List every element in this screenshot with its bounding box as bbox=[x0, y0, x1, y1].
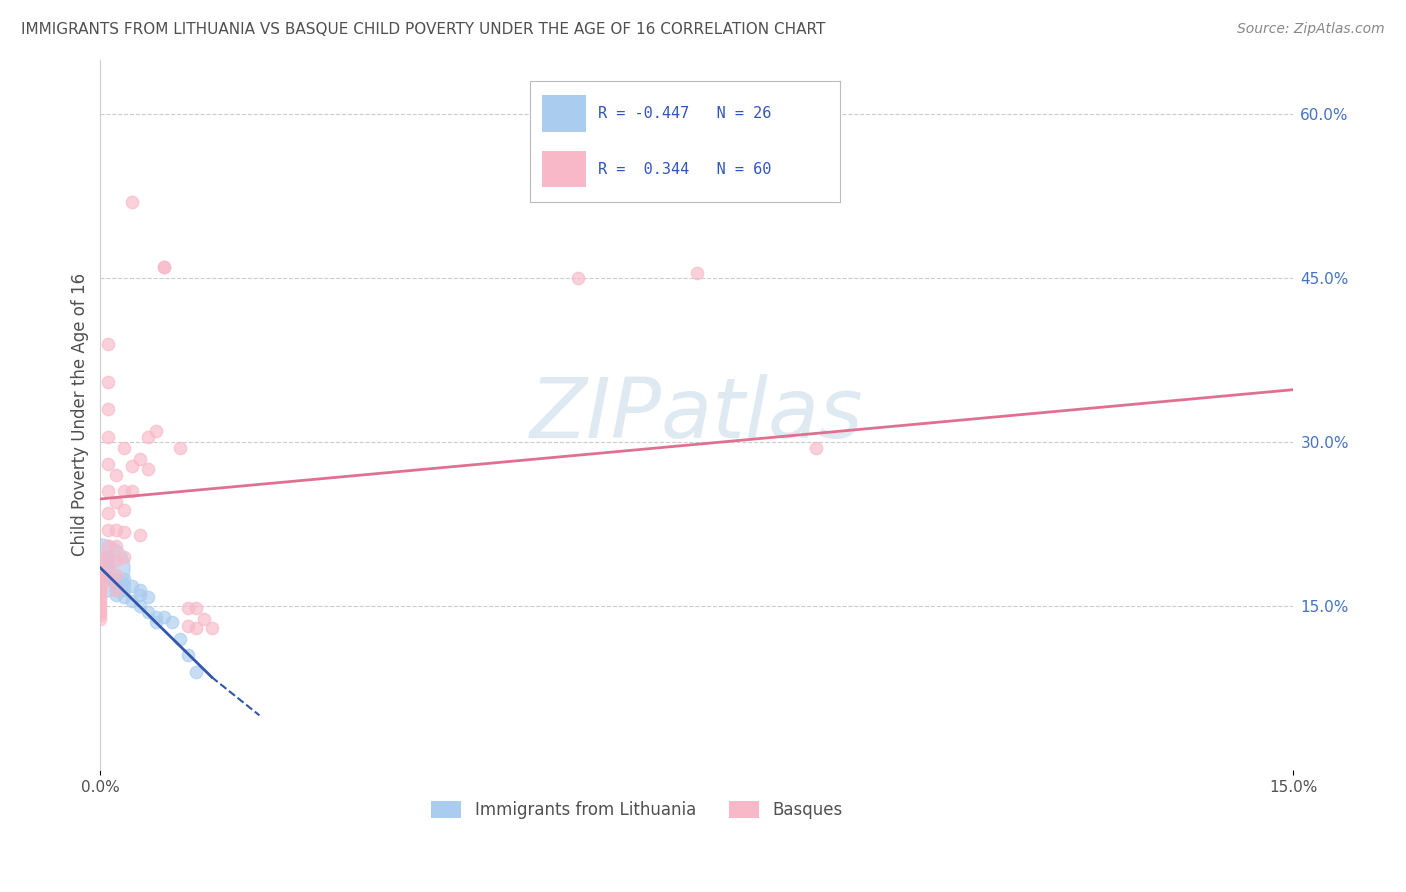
Point bbox=[89, 561, 111, 575]
Point bbox=[177, 601, 200, 615]
Point bbox=[184, 601, 207, 615]
Point bbox=[97, 572, 120, 586]
Point bbox=[145, 424, 167, 438]
Point bbox=[105, 588, 128, 602]
Point bbox=[105, 582, 128, 597]
Point bbox=[567, 271, 589, 285]
Point bbox=[112, 484, 135, 499]
Point bbox=[89, 597, 111, 611]
Point bbox=[112, 524, 135, 539]
Point bbox=[112, 441, 135, 455]
Point bbox=[97, 430, 120, 444]
Point bbox=[804, 441, 827, 455]
Point bbox=[105, 572, 128, 586]
Point bbox=[201, 621, 224, 635]
Point bbox=[97, 484, 120, 499]
Point bbox=[121, 484, 143, 499]
Point bbox=[136, 605, 159, 619]
Point bbox=[97, 572, 120, 586]
Text: Source: ZipAtlas.com: Source: ZipAtlas.com bbox=[1237, 22, 1385, 37]
Point bbox=[169, 441, 191, 455]
Point bbox=[89, 579, 111, 593]
Point bbox=[97, 402, 120, 417]
Point bbox=[121, 579, 143, 593]
Point bbox=[129, 528, 152, 542]
Point bbox=[112, 503, 135, 517]
Point bbox=[193, 612, 215, 626]
Point bbox=[129, 582, 152, 597]
Point bbox=[112, 572, 135, 586]
Point bbox=[136, 462, 159, 476]
Point bbox=[129, 588, 152, 602]
Point bbox=[153, 260, 176, 275]
Point bbox=[160, 615, 183, 630]
Point bbox=[97, 336, 120, 351]
Legend: Immigrants from Lithuania, Basques: Immigrants from Lithuania, Basques bbox=[425, 794, 849, 826]
Point bbox=[129, 451, 152, 466]
Point bbox=[89, 561, 111, 575]
Point bbox=[177, 648, 200, 663]
Point bbox=[89, 566, 111, 581]
Point bbox=[105, 577, 128, 591]
Point bbox=[105, 553, 128, 567]
Point bbox=[112, 582, 135, 597]
Text: IMMIGRANTS FROM LITHUANIA VS BASQUE CHILD POVERTY UNDER THE AGE OF 16 CORRELATIO: IMMIGRANTS FROM LITHUANIA VS BASQUE CHIL… bbox=[21, 22, 825, 37]
Point bbox=[89, 591, 111, 605]
Point bbox=[153, 260, 176, 275]
Point bbox=[105, 568, 128, 582]
Point bbox=[121, 593, 143, 607]
Point bbox=[97, 523, 120, 537]
Point bbox=[89, 549, 111, 564]
Point bbox=[153, 610, 176, 624]
Point bbox=[97, 561, 120, 575]
Point bbox=[89, 607, 111, 622]
Point bbox=[112, 549, 135, 564]
Point bbox=[145, 610, 167, 624]
Point bbox=[97, 561, 120, 575]
Point bbox=[136, 430, 159, 444]
Point bbox=[145, 615, 167, 630]
Point bbox=[89, 574, 111, 589]
Point bbox=[97, 549, 120, 564]
Point bbox=[97, 539, 120, 553]
Point bbox=[97, 549, 120, 564]
Point bbox=[89, 612, 111, 626]
Point bbox=[89, 605, 111, 619]
Y-axis label: Child Poverty Under the Age of 16: Child Poverty Under the Age of 16 bbox=[72, 273, 89, 557]
Point bbox=[112, 577, 135, 591]
Point bbox=[89, 586, 111, 600]
Point bbox=[184, 621, 207, 635]
Point bbox=[121, 194, 143, 209]
Point bbox=[686, 266, 709, 280]
Point bbox=[129, 599, 152, 613]
Point bbox=[184, 665, 207, 679]
Point bbox=[169, 632, 191, 646]
Point bbox=[105, 582, 128, 597]
Point bbox=[89, 593, 111, 607]
Point bbox=[105, 495, 128, 509]
Point bbox=[136, 591, 159, 605]
Point bbox=[89, 601, 111, 615]
Point bbox=[105, 523, 128, 537]
Point bbox=[97, 457, 120, 471]
Point bbox=[105, 539, 128, 553]
Text: ZIPatlas: ZIPatlas bbox=[530, 375, 863, 455]
Point bbox=[97, 506, 120, 520]
Point bbox=[105, 467, 128, 482]
Point bbox=[121, 459, 143, 474]
Point bbox=[112, 591, 135, 605]
Point bbox=[89, 582, 111, 597]
Point bbox=[97, 375, 120, 389]
Point bbox=[177, 618, 200, 632]
Point bbox=[89, 572, 111, 586]
